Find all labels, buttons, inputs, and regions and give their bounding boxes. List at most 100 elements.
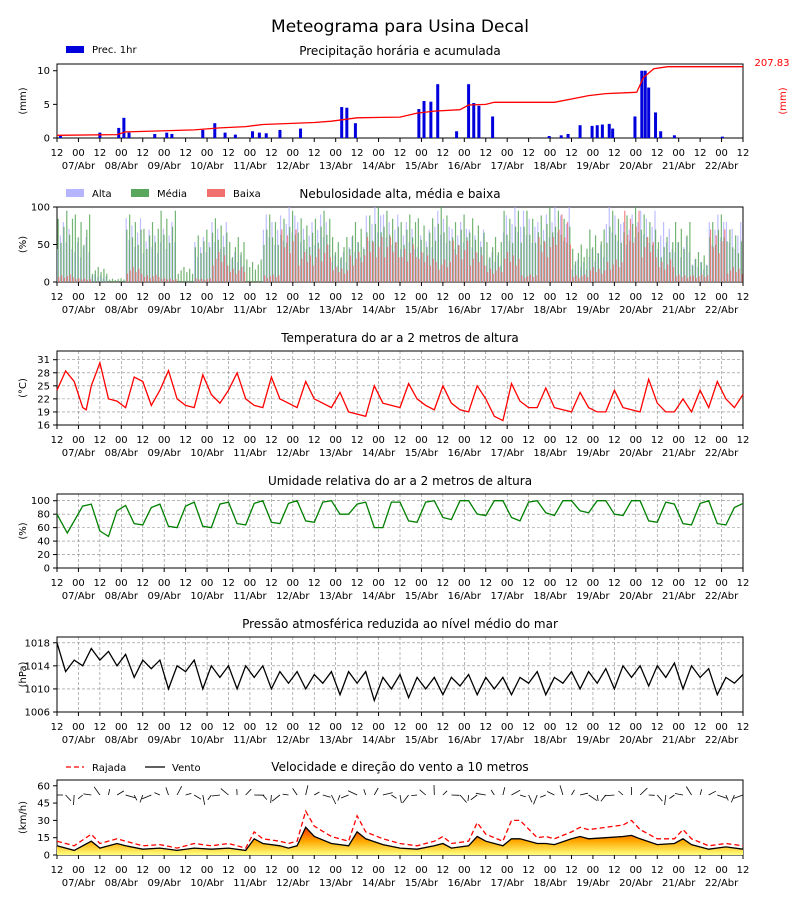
precip-bar	[647, 87, 651, 138]
cloud-bar-low	[338, 272, 340, 282]
x-tick-date: 21/Abr	[662, 878, 696, 889]
wind-direction-arrow	[165, 787, 169, 796]
cloud-bar-mid	[137, 244, 139, 282]
y-tick-label: 1014	[25, 661, 50, 672]
x-tick-hour: 12	[51, 148, 64, 159]
cloud-bar-mid	[695, 258, 697, 282]
cloud-bar-low	[455, 254, 457, 282]
x-tick-hour: 00	[286, 865, 299, 876]
x-tick-hour: 12	[51, 435, 64, 446]
cloud-bar-mid	[663, 247, 665, 282]
cloud-bar-low	[598, 268, 600, 282]
cloud-bar-mid	[614, 234, 617, 282]
x-tick-date: 16/Abr	[448, 878, 482, 889]
x-tick-hour: 00	[415, 865, 428, 876]
wind-direction-arrow	[511, 789, 521, 796]
x-tick-hour: 12	[136, 865, 149, 876]
cloud-bar-mid	[400, 222, 402, 282]
cloud-bar-low	[538, 237, 540, 282]
x-tick-hour: 12	[565, 148, 578, 159]
cloud-bar-low	[695, 277, 697, 282]
cloud-bar-mid	[123, 279, 125, 282]
cloud-bar-mid	[323, 210, 325, 282]
cloud-bar-low	[526, 276, 529, 282]
x-tick-date: 18/Abr	[533, 735, 567, 746]
x-tick-hour: 12	[265, 722, 278, 733]
x-tick-date: 09/Abr	[147, 878, 181, 889]
cloud-bar-low	[355, 258, 357, 282]
y-axis-label: (km/h)	[18, 801, 29, 834]
x-tick-hour: 00	[286, 578, 299, 589]
precip-bar	[455, 131, 459, 138]
x-tick-hour: 00	[544, 865, 557, 876]
wind-direction-arrow	[467, 794, 469, 802]
x-tick-date: 16/Abr	[448, 448, 482, 459]
cloud-bar-low	[392, 252, 394, 282]
x-tick-date: 17/Abr	[490, 448, 524, 459]
x-tick-hour: 00	[672, 578, 685, 589]
precip-bar	[659, 131, 663, 138]
cloud-bar-low	[352, 265, 354, 282]
cloud-bar-low	[464, 250, 466, 282]
y-tick-label: 100	[31, 496, 50, 507]
cloud-bar-mid	[700, 262, 702, 282]
x-tick-date: 12/Abr	[276, 735, 310, 746]
x-tick-hour: 00	[587, 865, 600, 876]
cloud-bar-low	[484, 265, 486, 282]
pressure-line	[56, 642, 744, 703]
cloud-bar-mid	[654, 229, 657, 282]
wind-direction-arrow	[717, 794, 727, 799]
x-tick-date: 09/Abr	[147, 305, 181, 316]
x-tick-hour: 00	[158, 865, 171, 876]
x-tick-date: 08/Abr	[105, 448, 139, 459]
cloud-bar-mid	[546, 223, 548, 282]
x-tick-hour: 00	[372, 292, 385, 303]
cloud-bar-high	[737, 235, 739, 282]
cloud-bar-mid	[166, 218, 168, 282]
wind-direction-arrow	[639, 787, 648, 796]
cloud-bar-low	[81, 279, 83, 282]
precip-bar	[559, 135, 563, 138]
x-tick-hour: 00	[201, 865, 214, 876]
cloud-bar-mid	[254, 269, 257, 282]
cloud-bar-low	[609, 269, 612, 282]
cloud-bar-low	[83, 278, 86, 282]
precip-bar	[654, 112, 658, 138]
x-tick-date: 19/Abr	[576, 161, 610, 172]
cloud-bar-low	[618, 267, 620, 282]
x-tick-date: 12/Abr	[276, 878, 310, 889]
cloud-bar-low	[698, 276, 700, 282]
cloud-bar-mid	[423, 225, 425, 282]
x-tick-date: 12/Abr	[276, 591, 310, 602]
x-tick-hour: 00	[544, 722, 557, 733]
cloud-bar-mid	[231, 257, 234, 282]
x-tick-date: 16/Abr	[448, 305, 482, 316]
x-tick-hour: 12	[265, 578, 278, 589]
y-tick-label: 1018	[25, 638, 50, 649]
x-tick-hour: 12	[437, 722, 450, 733]
cloud-bar-low	[226, 265, 229, 282]
cloud-bar-mid	[260, 259, 262, 282]
cloud-bar-low	[729, 270, 732, 282]
x-tick-hour: 12	[351, 292, 364, 303]
cloud-bar-mid	[460, 229, 462, 282]
wind-direction-arrow	[664, 794, 667, 805]
cloud-bar-low	[198, 279, 200, 282]
cloud-bar-mid	[429, 232, 431, 282]
cloud-bar-low	[415, 257, 417, 282]
cloud-bar-low	[672, 267, 674, 282]
cloud-bar-mid	[189, 268, 191, 282]
wind-direction-arrow	[340, 794, 349, 799]
x-tick-hour: 00	[501, 435, 514, 446]
wind-direction-arrow	[282, 793, 289, 796]
x-tick-date: 15/Abr	[405, 448, 439, 459]
y-tick-label: 50	[37, 240, 50, 251]
cloud-bar-low	[469, 265, 471, 282]
cloud-bar-mid	[194, 247, 196, 282]
cloud-bar-mid	[77, 237, 79, 282]
x-tick-hour: 00	[158, 722, 171, 733]
x-tick-hour: 00	[672, 865, 685, 876]
x-tick-hour: 12	[94, 292, 107, 303]
cloud-bar-mid	[517, 210, 519, 282]
x-tick-hour: 00	[629, 722, 642, 733]
